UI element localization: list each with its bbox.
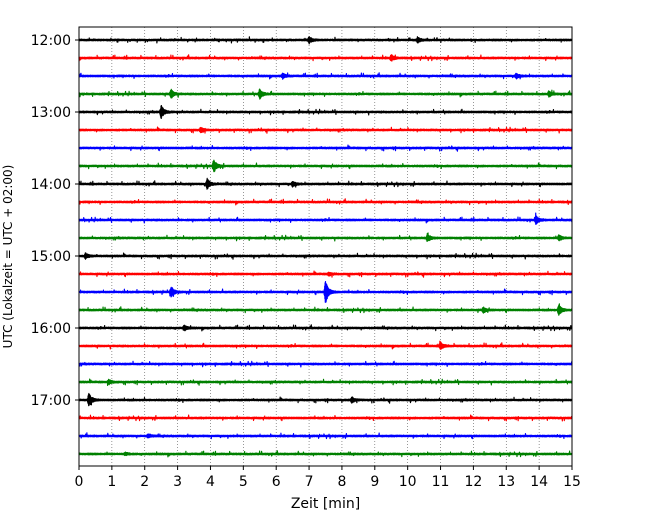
y-tick-label: 16:00 (31, 321, 71, 337)
trace-row-1745 (78, 450, 573, 458)
trace-row-1415 (78, 198, 573, 206)
trace-row-1200 (78, 36, 573, 45)
trace-row-1445 (78, 232, 573, 243)
x-tick-label: 7 (305, 474, 314, 490)
x-axis-label: Zeit [min] (291, 496, 360, 512)
trace-row-1330 (78, 144, 573, 152)
x-tick-label: 5 (239, 474, 248, 490)
trace-row-1645 (78, 378, 573, 387)
x-tick-label: 10 (399, 474, 417, 490)
trace-row-1615 (78, 340, 573, 351)
x-tick-label: 15 (563, 474, 581, 490)
trace-row-1730 (78, 432, 573, 440)
x-tick-label: 14 (530, 474, 548, 490)
y-axis-ticks: 12:00 13:00 14:00 15:00 16:00 17:00 (31, 33, 79, 409)
trace-row-1700 (78, 392, 573, 407)
y-tick-label: 14:00 (31, 177, 71, 193)
y-axis-label: UTC (Lokalzeit = UTC + 02:00) (1, 165, 15, 349)
y-tick-label: 15:00 (31, 249, 71, 265)
x-axis-ticks: 0 1 2 3 4 5 6 7 8 9 10 11 12 13 14 15 (75, 466, 581, 490)
trace-row-1630 (78, 360, 573, 368)
trace-row-1545 (78, 303, 573, 316)
x-tick-label: 1 (107, 474, 116, 490)
x-tick-label: 3 (173, 474, 182, 490)
trace-row-1345 (78, 159, 573, 173)
x-tick-label: 6 (272, 474, 281, 490)
x-tick-label: 13 (497, 474, 515, 490)
y-tick-label: 13:00 (31, 105, 71, 121)
trace-row-1515 (78, 270, 573, 278)
x-tick-label: 0 (75, 474, 84, 490)
y-tick-label: 17:00 (31, 393, 71, 409)
trace-row-1400 (78, 177, 573, 190)
x-tick-label: 11 (432, 474, 450, 490)
x-tick-label: 2 (140, 474, 149, 490)
trace-row-1230 (78, 72, 573, 80)
trace-row-1715 (78, 414, 573, 422)
x-tick-label: 9 (370, 474, 379, 490)
trace-row-1500 (78, 252, 573, 260)
plot-frame (78, 26, 573, 467)
trace-row-1215 (78, 54, 573, 62)
trace-row-1315 (78, 126, 573, 134)
trace-layer (78, 36, 573, 458)
trace-row-1600 (78, 324, 573, 332)
trace-row-1430 (78, 212, 573, 226)
x-tick-label: 8 (337, 474, 346, 490)
trace-row-1300 (78, 104, 573, 120)
trace-row-1245 (78, 88, 573, 100)
x-tick-label: 4 (206, 474, 215, 490)
trace-row-1530 (78, 281, 573, 303)
y-tick-label: 12:00 (31, 33, 71, 49)
x-tick-label: 12 (464, 474, 482, 490)
grid-lines (111, 27, 540, 466)
